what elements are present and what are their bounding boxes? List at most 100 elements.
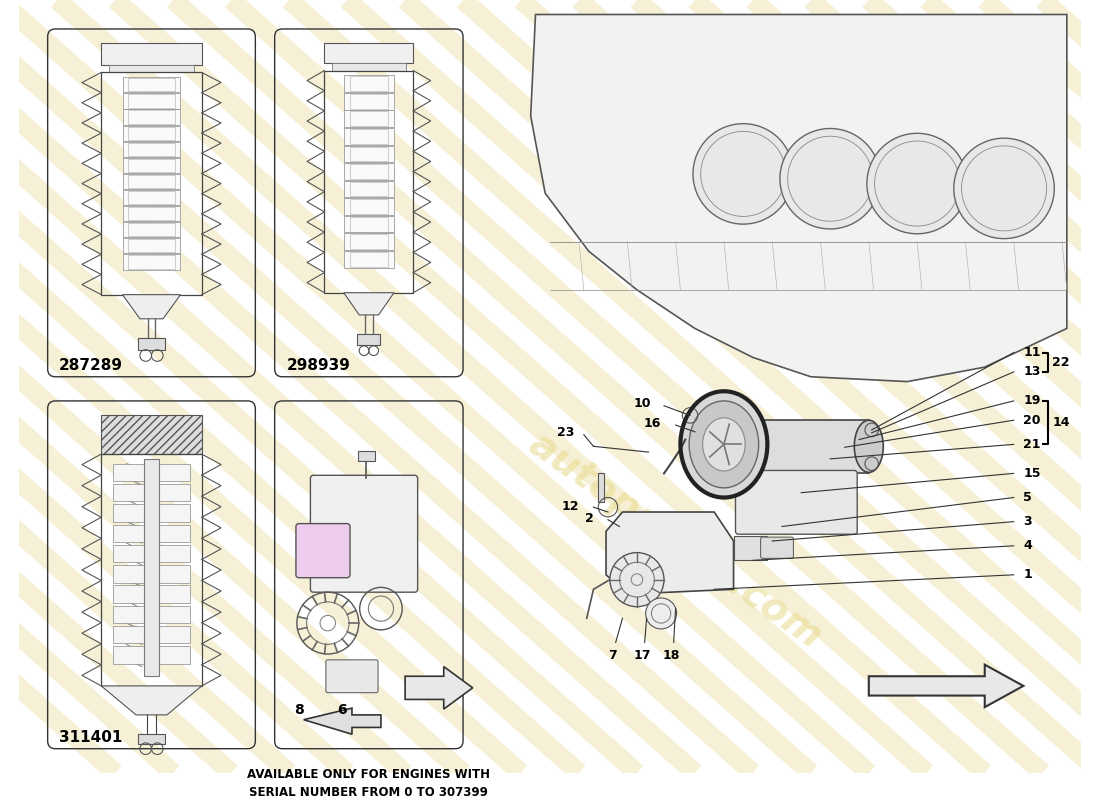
Bar xyxy=(724,420,869,474)
Text: 5: 5 xyxy=(1023,491,1032,504)
Circle shape xyxy=(646,598,676,629)
Text: 3: 3 xyxy=(1023,515,1032,528)
Bar xyxy=(129,223,175,236)
Bar xyxy=(350,111,388,126)
Polygon shape xyxy=(869,665,1023,707)
Bar xyxy=(324,70,414,293)
FancyBboxPatch shape xyxy=(296,524,350,578)
Polygon shape xyxy=(405,666,473,709)
Bar xyxy=(122,254,180,270)
Bar xyxy=(113,504,144,522)
Text: 21: 21 xyxy=(1023,438,1041,451)
Bar xyxy=(129,191,175,204)
Bar xyxy=(129,142,175,156)
Bar xyxy=(129,78,175,91)
Bar xyxy=(113,626,144,643)
Text: 18: 18 xyxy=(663,649,681,662)
Text: 12: 12 xyxy=(561,500,579,513)
Bar xyxy=(113,525,144,542)
Text: 13: 13 xyxy=(1023,366,1041,378)
Ellipse shape xyxy=(689,401,759,488)
Bar xyxy=(343,234,394,250)
Bar xyxy=(343,93,394,110)
Bar xyxy=(122,174,180,189)
FancyBboxPatch shape xyxy=(326,660,378,693)
Bar xyxy=(113,484,144,502)
Text: 20: 20 xyxy=(1023,414,1041,426)
Text: 7: 7 xyxy=(608,649,617,662)
Bar xyxy=(160,504,190,522)
Bar xyxy=(144,459,159,676)
Polygon shape xyxy=(530,14,1067,382)
Bar xyxy=(113,586,144,603)
Circle shape xyxy=(954,138,1054,238)
Circle shape xyxy=(867,134,967,234)
Bar xyxy=(122,238,180,254)
Text: 15: 15 xyxy=(1023,467,1041,480)
Text: 311401: 311401 xyxy=(59,730,122,745)
Polygon shape xyxy=(101,686,201,715)
Bar xyxy=(343,163,394,180)
Bar xyxy=(350,217,388,231)
Bar xyxy=(122,158,180,173)
Text: AVAILABLE ONLY FOR ENGINES WITH
SERIAL NUMBER FROM 0 TO 307399: AVAILABLE ONLY FOR ENGINES WITH SERIAL N… xyxy=(248,768,491,799)
Bar xyxy=(350,234,388,249)
Bar xyxy=(129,126,175,140)
Bar xyxy=(358,451,375,461)
Bar xyxy=(129,239,175,253)
Bar xyxy=(350,76,388,91)
Bar xyxy=(358,334,381,345)
Bar xyxy=(129,158,175,172)
Bar xyxy=(138,734,165,744)
Bar xyxy=(734,536,768,560)
Bar xyxy=(129,255,175,269)
Bar xyxy=(122,206,180,222)
Polygon shape xyxy=(304,708,381,734)
FancyBboxPatch shape xyxy=(736,470,857,534)
Bar xyxy=(350,164,388,179)
Text: 298939: 298939 xyxy=(286,358,350,373)
FancyBboxPatch shape xyxy=(760,537,793,558)
Circle shape xyxy=(609,553,664,606)
Bar xyxy=(598,474,604,502)
Bar xyxy=(129,207,175,220)
Text: 23: 23 xyxy=(557,426,574,439)
Bar xyxy=(101,43,201,65)
Text: 8: 8 xyxy=(294,703,304,717)
Polygon shape xyxy=(122,294,180,319)
Bar xyxy=(324,43,414,62)
Text: 22: 22 xyxy=(1053,356,1070,369)
Text: 16: 16 xyxy=(644,417,661,430)
Bar xyxy=(343,216,394,233)
Circle shape xyxy=(780,129,880,229)
Ellipse shape xyxy=(681,391,768,498)
Bar xyxy=(343,146,394,162)
Text: 14: 14 xyxy=(1053,416,1070,429)
Bar xyxy=(122,142,180,157)
Bar xyxy=(129,175,175,188)
Bar xyxy=(160,464,190,481)
Text: 11: 11 xyxy=(1023,346,1041,359)
Bar xyxy=(343,128,394,145)
Bar xyxy=(113,464,144,481)
Bar xyxy=(343,110,394,127)
Bar xyxy=(113,545,144,562)
Bar xyxy=(160,545,190,562)
Text: 10: 10 xyxy=(634,398,651,410)
Polygon shape xyxy=(343,293,394,315)
Bar xyxy=(690,430,710,439)
Bar xyxy=(350,129,388,144)
Bar xyxy=(113,606,144,623)
Bar xyxy=(122,110,180,125)
Bar xyxy=(113,646,144,664)
Bar xyxy=(129,110,175,124)
Bar xyxy=(160,565,190,582)
Bar xyxy=(109,65,194,73)
Bar xyxy=(160,586,190,603)
Ellipse shape xyxy=(855,420,883,473)
Bar xyxy=(350,252,388,266)
Text: autopasion.com: autopasion.com xyxy=(521,426,829,657)
Bar xyxy=(122,94,180,109)
Polygon shape xyxy=(101,415,201,454)
Bar xyxy=(129,94,175,107)
